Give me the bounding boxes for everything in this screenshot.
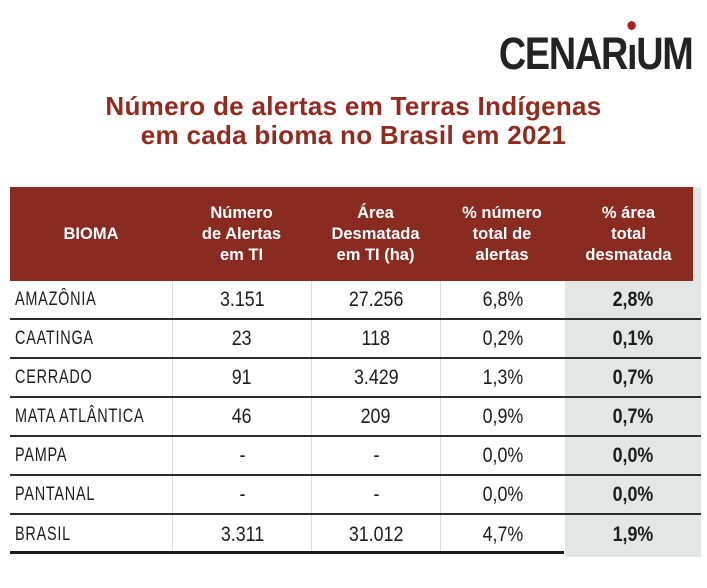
table-header: BIOMA Número de Alertas em TI Área Desma… xyxy=(10,187,693,281)
cell-bioma: PAMPA xyxy=(15,444,68,466)
cell-num-alertas: 3.311 xyxy=(172,515,311,554)
page-title: Número de alertas em Terras Indígenas em… xyxy=(0,92,707,150)
cell-bioma: CAATINGA xyxy=(15,327,94,349)
cell-pct-alertas: 0,2% xyxy=(440,320,564,357)
logo-text-left: CENAR xyxy=(499,28,628,79)
cell-pct-area: 0,1% xyxy=(612,326,653,350)
cenarium-logo: CENAR ı UM xyxy=(499,21,695,79)
page-title-line1: Número de alertas em Terras Indígenas xyxy=(105,91,602,121)
cell-pct-alertas: 0,0% xyxy=(440,476,564,513)
table-bottom-border xyxy=(10,551,564,554)
table-row-pantanal: PANTANAL - - 0,0% 0,0% xyxy=(10,476,701,515)
cell-pct-area: 0,7% xyxy=(612,404,653,428)
logo-text-right: UM xyxy=(636,28,695,79)
cell-pct-area: 1,9% xyxy=(612,522,653,546)
cell-num-alertas: - xyxy=(172,437,311,474)
cell-pct-area: 0,7% xyxy=(612,365,653,389)
table-row-amazonia: AMAZÔNIA 3.151 27.256 6,8% 2,8% xyxy=(10,281,701,320)
table-row-brasil: BRASIL 3.311 31.012 4,7% 1,9% xyxy=(10,515,701,554)
cell-area-desmatada: - xyxy=(311,476,440,513)
cell-pct-alertas: 1,3% xyxy=(440,359,564,396)
logo-letter-i: ı xyxy=(627,21,638,79)
cell-pct-alertas: 0,0% xyxy=(440,437,564,474)
cell-pct-alertas: 4,7% xyxy=(440,515,564,554)
page-title-line2: em cada bioma no Brasil em 2021 xyxy=(140,120,567,150)
logo-i-bar: ı xyxy=(627,28,638,79)
table-row-mata-atlantica: MATA ATLÂNTICA 46 209 0,9% 0,7% xyxy=(10,398,701,437)
cell-bioma: CERRADO xyxy=(15,366,93,388)
cell-bioma: BRASIL xyxy=(15,523,71,545)
table-row-caatinga: CAATINGA 23 118 0,2% 0,1% xyxy=(10,320,701,359)
cell-area-desmatada: 27.256 xyxy=(311,281,440,318)
logo-i-dot-icon xyxy=(627,21,637,30)
cell-pct-area: 0,0% xyxy=(612,482,653,506)
table-row-cerrado: CERRADO 91 3.429 1,3% 0,7% xyxy=(10,359,701,398)
column-header-pct-area: % área total desmatada xyxy=(585,203,672,264)
cell-bioma: MATA ATLÂNTICA xyxy=(15,405,145,427)
cell-area-desmatada: 209 xyxy=(311,398,440,435)
cell-num-alertas: 23 xyxy=(172,320,311,357)
column-header-num-alertas: Número de Alertas em TI xyxy=(201,203,282,264)
cell-pct-area: 0,0% xyxy=(612,443,653,467)
table-body: AMAZÔNIA 3.151 27.256 6,8% 2,8% CAATINGA… xyxy=(10,281,701,554)
column-header-area-desmatada: Área Desmatada em TI (ha) xyxy=(331,203,420,264)
cell-area-desmatada: 118 xyxy=(311,320,440,357)
column-header-bioma: BIOMA xyxy=(63,224,119,243)
cell-num-alertas: 3.151 xyxy=(172,281,311,318)
cell-num-alertas: 91 xyxy=(172,359,311,396)
cell-pct-area: 2,8% xyxy=(612,287,653,311)
cell-pct-alertas: 6,8% xyxy=(440,281,564,318)
cell-area-desmatada: - xyxy=(311,437,440,474)
cell-area-desmatada: 3.429 xyxy=(311,359,440,396)
cell-num-alertas: 46 xyxy=(172,398,311,435)
cell-num-alertas: - xyxy=(172,476,311,513)
cell-area-desmatada: 31.012 xyxy=(311,515,440,554)
cell-bioma: PANTANAL xyxy=(15,483,96,505)
table-row-pampa: PAMPA - - 0,0% 0,0% xyxy=(10,437,701,476)
cell-pct-alertas: 0,9% xyxy=(440,398,564,435)
cell-bioma: AMAZÔNIA xyxy=(15,288,97,310)
column-header-pct-alertas: % número total de alertas xyxy=(462,203,542,264)
